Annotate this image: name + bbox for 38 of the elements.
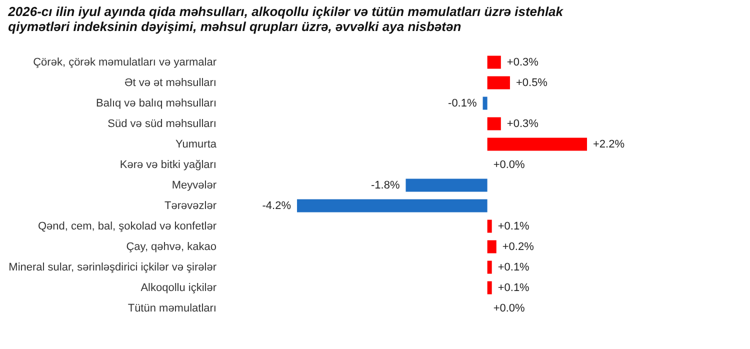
y-tick-label: Yumurta (176, 138, 218, 150)
data-label: -0.1% (448, 97, 477, 110)
y-tick-label: Alkoqollu içkilər (140, 282, 217, 294)
data-label: +0.2% (502, 240, 534, 253)
bar (487, 281, 492, 294)
data-label: -4.2% (262, 200, 292, 212)
bar (482, 96, 488, 110)
y-tick-label: Ət və ət məhsulları (124, 76, 216, 89)
data-label: +2.2% (593, 138, 625, 150)
data-label: +0.1% (498, 261, 530, 274)
data-label: -1.8% (371, 179, 400, 192)
y-tick-label: Çay, qəhvə, kakao (126, 240, 216, 253)
data-label: +0.3% (506, 118, 539, 130)
bar (297, 199, 488, 212)
chart-title: 2026-cı ilin iyul ayında qida məhsulları, alkoqollu içkilər və tütün məmulatları üzrə istehlak qiymətləri indeksinin dəyişimi, məhsul qrupları üzrə, əvvəlki aya nisbətən (7, 4, 564, 34)
data-label: +0.1% (498, 282, 530, 294)
bar (487, 220, 492, 233)
bar (487, 117, 501, 130)
y-tick-label: Kərə və bitki yağları (120, 158, 216, 171)
y-tick-label: Qənd, cem, bal, şokolad və konfetlər (38, 220, 217, 232)
y-tick-label: Mineral sular, sərinləşdirici içkilər və şirələr (8, 261, 217, 274)
y-tick-label: Meyvələr (172, 179, 217, 192)
bar (487, 76, 510, 90)
data-label: +0.5% (516, 76, 548, 89)
bar (487, 138, 587, 151)
y-tick-label: Süd və süd məhsulları (108, 118, 216, 130)
y-tick-label: Tütün məmulatları (128, 302, 216, 314)
bar (487, 260, 492, 274)
data-label: +0.0% (493, 158, 526, 171)
bar (487, 240, 496, 254)
data-label: +0.3% (506, 56, 539, 68)
y-tick-label: Balıq və balıq məhsulları (96, 97, 216, 110)
y-tick-label: Çörək, çörək məmulatları və yarmalar (33, 56, 217, 68)
bar (487, 56, 501, 69)
bar (406, 178, 488, 192)
data-label: +0.0% (493, 302, 526, 314)
y-tick-label: Tərəvəzlər (164, 200, 217, 212)
data-label: +0.1% (498, 220, 530, 232)
